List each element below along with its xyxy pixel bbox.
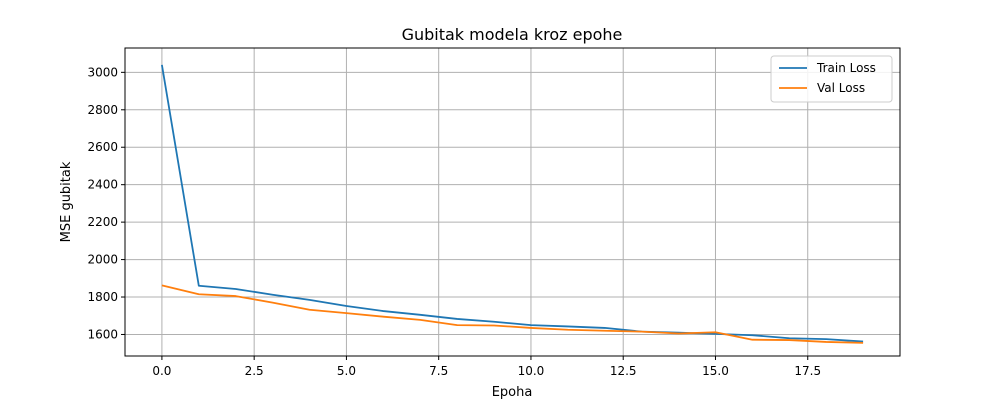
x-axis: 0.0 2.5 5.0 7.5 10.0 12.5 15.0 17.5 xyxy=(152,356,821,378)
plot-frame xyxy=(124,47,901,357)
x-tick-label: 15.0 xyxy=(702,364,729,378)
chart-title: Gubitak modela kroz epohe xyxy=(402,25,623,44)
y-axis: 1600 1800 2000 2200 2400 2600 2800 3000 xyxy=(87,65,125,341)
legend-label: Val Loss xyxy=(817,81,865,95)
series-line-2 xyxy=(161,284,864,344)
y-tick-label: 2600 xyxy=(87,140,118,154)
x-tick-label: 0.0 xyxy=(152,364,171,378)
x-tick-label: 12.5 xyxy=(610,364,637,378)
y-tick-label: 2400 xyxy=(87,178,118,192)
y-tick-label: 2800 xyxy=(87,103,118,117)
series-layer xyxy=(161,64,864,344)
y-axis-label: MSE gubitak xyxy=(59,161,74,242)
y-tick-label: 3000 xyxy=(87,65,118,79)
x-tick-label: 10.0 xyxy=(518,364,545,378)
y-tick-label: 2000 xyxy=(87,253,118,267)
x-tick-label: 2.5 xyxy=(245,364,264,378)
y-tick-label: 2200 xyxy=(87,215,118,229)
x-tick-label: 7.5 xyxy=(429,364,448,378)
x-tick-label: 5.0 xyxy=(337,364,356,378)
legend-label: Train Loss xyxy=(816,61,876,75)
legend: Train Loss Val Loss xyxy=(770,55,893,103)
y-tick-label: 1800 xyxy=(87,290,118,304)
x-axis-label: Epoha xyxy=(492,385,533,400)
x-tick-label: 17.5 xyxy=(794,364,821,378)
y-tick-label: 1600 xyxy=(87,327,118,341)
series-line-1 xyxy=(161,64,864,343)
